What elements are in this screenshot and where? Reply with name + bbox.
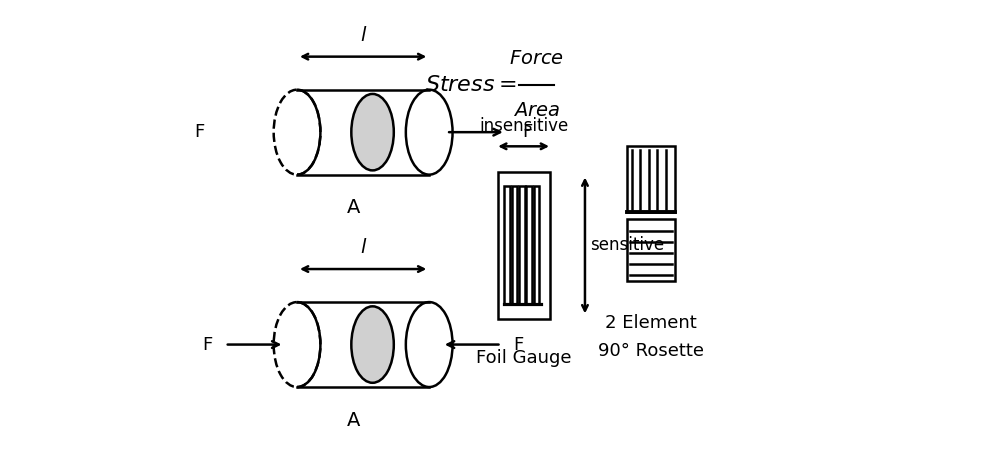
Ellipse shape	[351, 94, 394, 170]
Text: F: F	[194, 123, 204, 141]
Text: $\it{Area}$: $\it{Area}$	[513, 102, 560, 120]
Bar	[498, 172, 550, 319]
Text: A: A	[347, 198, 360, 217]
Text: F: F	[203, 336, 213, 354]
Text: F: F	[513, 336, 524, 354]
Text: A: A	[347, 411, 360, 430]
Bar	[627, 219, 675, 281]
Text: l: l	[360, 26, 366, 45]
Bar	[504, 186, 510, 304]
Bar	[526, 186, 532, 304]
Text: 2 Element: 2 Element	[605, 314, 697, 332]
Bar	[512, 186, 517, 304]
Text: sensitive: sensitive	[590, 236, 664, 254]
Text: $\it{Force}$: $\it{Force}$	[509, 50, 564, 68]
Bar	[519, 186, 525, 304]
Bar	[534, 186, 539, 304]
Text: l: l	[360, 238, 366, 257]
Ellipse shape	[351, 306, 394, 383]
Text: F: F	[522, 123, 532, 141]
Text: insensitive: insensitive	[479, 117, 568, 135]
Text: 90° Rosette: 90° Rosette	[598, 342, 704, 360]
Text: $\it{Stress}{=}$: $\it{Stress}{=}$	[425, 74, 517, 96]
Text: Foil Gauge: Foil Gauge	[476, 349, 571, 367]
Bar	[627, 146, 675, 212]
